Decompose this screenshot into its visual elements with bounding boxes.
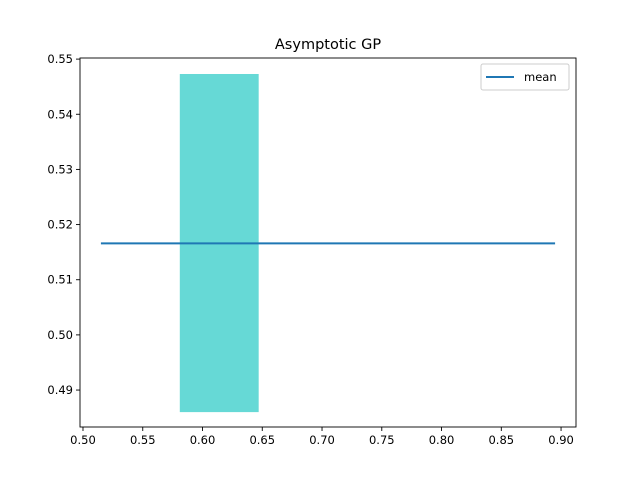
x-tick-label: 0.70 — [309, 433, 335, 447]
x-tick-label: 0.55 — [130, 433, 156, 447]
y-tick-label: 0.53 — [47, 162, 73, 176]
chart-title: Asymptotic GP — [275, 37, 381, 53]
x-tick-label: 0.65 — [249, 433, 275, 447]
x-tick-label: 0.75 — [369, 433, 395, 447]
axes-frame — [79, 57, 577, 428]
legend-label: mean — [524, 70, 557, 84]
x-tick-label: 0.50 — [70, 433, 96, 447]
y-tick-label: 0.54 — [47, 107, 73, 121]
y-tick-label: 0.55 — [47, 52, 73, 66]
x-tick-label: 0.90 — [548, 433, 574, 447]
y-tick-label: 0.50 — [47, 328, 73, 342]
y-tick-label: 0.49 — [47, 383, 73, 397]
plot-area — [100, 73, 556, 413]
x-tick-label: 0.85 — [488, 433, 514, 447]
y-tick-label: 0.51 — [47, 273, 73, 287]
y-tick-label: 0.52 — [47, 218, 73, 232]
axes: 0.50 0.55 0.60 0.65 0.70 0.75 0.80 0.85 0.90 0.49… — [47, 52, 577, 447]
legend: mean — [480, 63, 570, 91]
legend-box — [480, 63, 570, 91]
x-tick-label: 0.80 — [429, 433, 455, 447]
x-tick-label: 0.60 — [190, 433, 216, 447]
